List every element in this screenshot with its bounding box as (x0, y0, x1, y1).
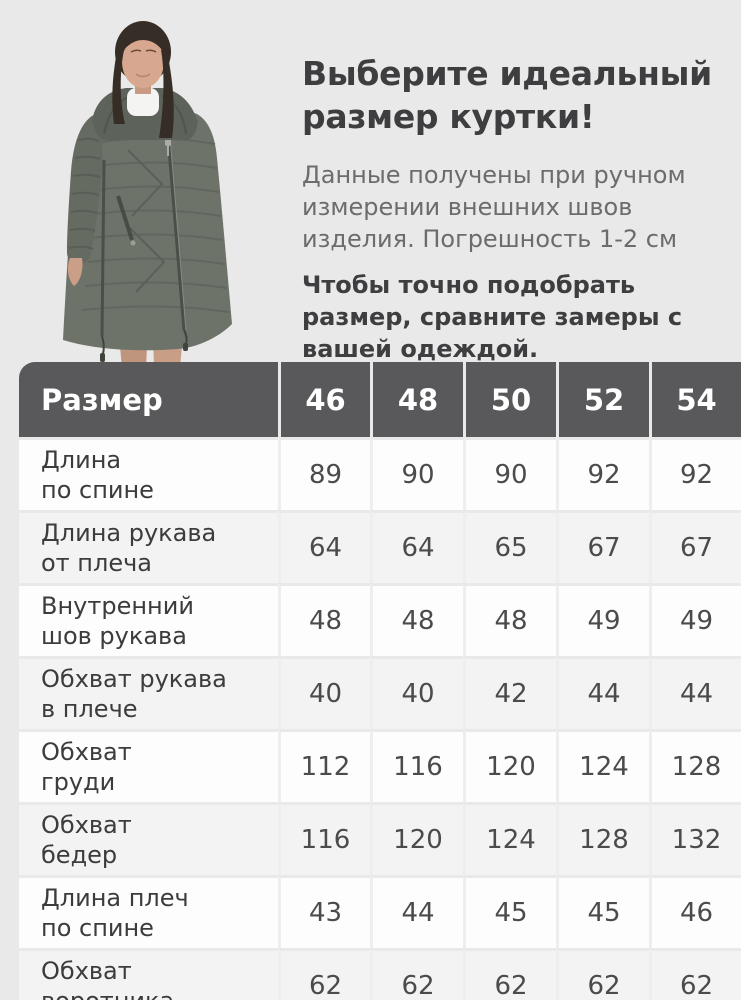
size-value: 64 (370, 510, 463, 583)
description-text: Данные получены при ручном измерении вне… (302, 161, 686, 254)
size-value: 120 (463, 729, 556, 802)
size-value: 92 (556, 437, 649, 510)
row-label: Обхват груди (19, 729, 278, 802)
size-value: 120 (370, 802, 463, 875)
table-row-hip-girth: Обхват бедер 116 120 124 128 132 (19, 802, 741, 875)
size-value: 48 (278, 583, 370, 656)
size-value: 48 (463, 583, 556, 656)
size-value: 124 (556, 729, 649, 802)
row-label: Обхват рукава в плече (19, 656, 278, 729)
header-size-48: 48 (370, 362, 463, 437)
size-value: 62 (370, 948, 463, 1000)
cta-text: Чтобы точно подобрать размер, сравните з… (302, 271, 683, 363)
size-value: 124 (463, 802, 556, 875)
row-label: Длина по спине (19, 437, 278, 510)
size-value: 45 (463, 875, 556, 948)
size-value: 62 (463, 948, 556, 1000)
size-value: 44 (370, 875, 463, 948)
header-size-50: 50 (463, 362, 556, 437)
row-label: Обхват бедер (19, 802, 278, 875)
size-value: 128 (649, 729, 741, 802)
row-label: Длина рукава от плеча (19, 510, 278, 583)
header-size-label: Размер (19, 362, 278, 437)
table-header-row: Размер 46 48 50 52 54 (19, 362, 741, 437)
size-value: 116 (278, 802, 370, 875)
table-row-chest-girth: Обхват груди 112 116 120 124 128 (19, 729, 741, 802)
table-row-sleeve-shoulder-girth: Обхват рукава в плече 40 40 42 44 44 (19, 656, 741, 729)
size-value: 132 (649, 802, 741, 875)
page-title: Выберите идеальный размер куртки! (302, 54, 712, 137)
size-value: 128 (556, 802, 649, 875)
hero-copy: Выберите идеальный размер куртки! Данные… (302, 52, 738, 366)
header-size-54: 54 (649, 362, 741, 437)
size-value: 44 (556, 656, 649, 729)
size-value: 90 (370, 437, 463, 510)
hero-section: Выберите идеальный размер куртки! Данные… (0, 0, 741, 370)
table-row-back-length: Длина по спине 89 90 90 92 92 (19, 437, 741, 510)
size-value: 62 (556, 948, 649, 1000)
table-row-shoulder-width: Длина плеч по спине 43 44 45 45 46 (19, 875, 741, 948)
table-row-collar-girth: Обхват воротника 62 62 62 62 62 (19, 948, 741, 1000)
size-value: 42 (463, 656, 556, 729)
size-value: 49 (556, 583, 649, 656)
row-label: Длина плеч по спине (19, 875, 278, 948)
size-value: 45 (556, 875, 649, 948)
table-row-sleeve-length: Длина рукава от плеча 64 64 65 67 67 (19, 510, 741, 583)
size-value: 112 (278, 729, 370, 802)
header-size-52: 52 (556, 362, 649, 437)
row-label: Обхват воротника (19, 948, 278, 1000)
size-value: 40 (370, 656, 463, 729)
size-value: 62 (278, 948, 370, 1000)
size-value: 64 (278, 510, 370, 583)
size-table: Размер 46 48 50 52 54 Длина по спине 89 … (19, 362, 741, 1000)
size-value: 48 (370, 583, 463, 656)
table-row-inner-sleeve-seam: Внутренний шов рукава 48 48 48 49 49 (19, 583, 741, 656)
size-value: 90 (463, 437, 556, 510)
size-value: 116 (370, 729, 463, 802)
size-value: 43 (278, 875, 370, 948)
size-value: 40 (278, 656, 370, 729)
size-value: 92 (649, 437, 741, 510)
header-size-46: 46 (278, 362, 370, 437)
size-value: 67 (649, 510, 741, 583)
size-value: 46 (649, 875, 741, 948)
model-photo (63, 21, 232, 368)
size-value: 89 (278, 437, 370, 510)
size-value: 49 (649, 583, 741, 656)
size-value: 65 (463, 510, 556, 583)
size-value: 44 (649, 656, 741, 729)
size-value: 67 (556, 510, 649, 583)
row-label: Внутренний шов рукава (19, 583, 278, 656)
size-value: 62 (649, 948, 741, 1000)
